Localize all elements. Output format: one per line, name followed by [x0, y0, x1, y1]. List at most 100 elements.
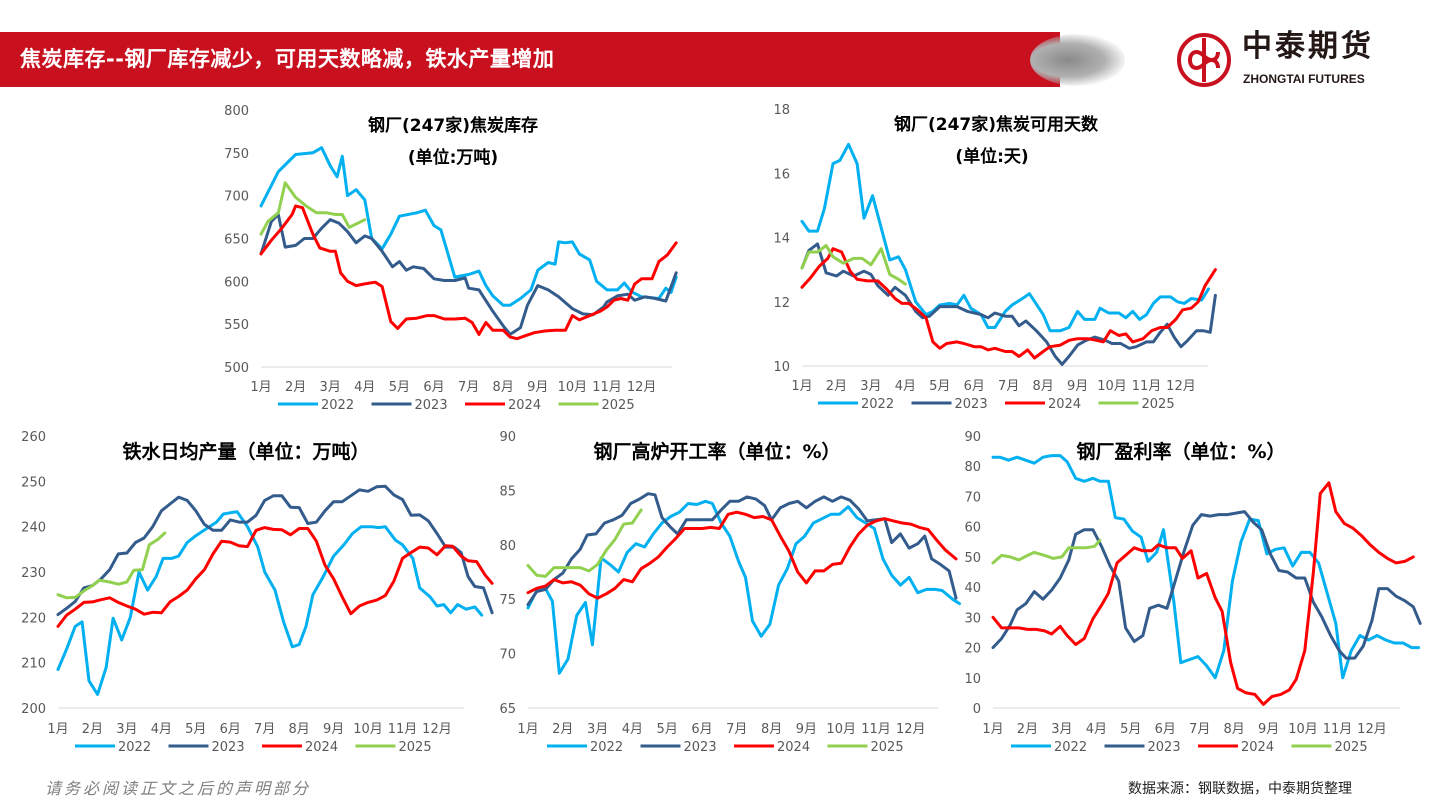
chart-4-x-tick-label: 12月	[896, 722, 926, 737]
chart-5-y-tick-label: 40	[964, 581, 981, 596]
chart-3-series-2022-line	[56, 510, 484, 696]
chart-5-series-2024-line	[991, 481, 1415, 706]
chart-1-x-tick-label: 6月	[423, 380, 444, 395]
chart-5-legend-label-2022: 2022	[1054, 740, 1087, 755]
chart-5-y-tick-label: 80	[964, 460, 981, 475]
chart-4-x-tick-label: 2月	[552, 722, 573, 737]
chart-5-y-tick-label: 90	[964, 430, 981, 445]
chart-1-y-tick-label: 650	[224, 233, 249, 248]
chart-1-x-tick-label: 3月	[320, 380, 341, 395]
chart-3-x-tick-label: 2月	[82, 722, 103, 737]
chart-1-x-tick-label: 10月	[558, 380, 588, 395]
chart-5-x-tick-label: 3月	[1051, 722, 1072, 737]
chart-2-subtitle: (单位:天)	[955, 147, 1029, 167]
chart-1-x-tick-label: 1月	[250, 380, 271, 395]
chart-2-y-tick-label: 12	[773, 296, 790, 311]
chart-5-x-tick-label: 4月	[1086, 722, 1107, 737]
chart-3-series-2023-line	[56, 484, 494, 617]
chart-2-x-tick-label: 2月	[826, 379, 847, 394]
chart-4-x-tick-label: 9月	[796, 722, 817, 737]
chart-1-y-tick-label: 750	[224, 147, 249, 162]
chart-1-x-tick-label: 12月	[627, 380, 657, 395]
chart-3-x-tick-label: 12月	[422, 722, 452, 737]
chart-3-x-tick-label: 5月	[185, 722, 206, 737]
chart-2-x-tick-label: 1月	[791, 379, 812, 394]
chart-4-y-tick-label: 80	[499, 539, 516, 554]
chart-2-legend-label-2023: 2023	[955, 397, 988, 412]
chart-2-series-2024-line	[800, 247, 1217, 360]
chart-4-x-tick-label: 8月	[761, 722, 782, 737]
chart-3-series-2025-line	[56, 531, 167, 600]
chart-5-x-tick-label: 8月	[1224, 722, 1245, 737]
chart-5-y-tick-label: 10	[964, 672, 981, 687]
chart-4-x-tick-label: 10月	[826, 722, 856, 737]
chart-1-series-2025-line	[259, 181, 367, 236]
chart-2-y-tick-label: 18	[773, 103, 790, 118]
chart-4-series-2025-line	[526, 508, 643, 578]
chart-2-y-tick-label: 16	[773, 167, 790, 182]
disclaimer-text: 请务必阅读正文之后的声明部分	[45, 779, 312, 798]
chart-5-x-tick-label: 7月	[1189, 722, 1210, 737]
chart-2-series-2025-line	[800, 244, 907, 286]
chart-5-series-2023-line	[991, 510, 1422, 660]
chart-2-series-2022-line	[800, 142, 1210, 333]
chart-2-x-tick-label: 4月	[895, 379, 916, 394]
chart-5-y-tick-label: 0	[973, 702, 981, 717]
chart-3-x-tick-label: 8月	[289, 722, 310, 737]
chart-4-x-tick-label: 4月	[622, 722, 643, 737]
chart-4-series-2024-line	[526, 510, 958, 600]
chart-4-legend-label-2023: 2023	[684, 740, 717, 755]
header-shadow	[1030, 34, 1125, 86]
page-title: 焦炭库存--钢厂库存减少，可用天数略减，铁水产量增加	[20, 47, 555, 71]
header-bar	[0, 32, 1060, 87]
chart-3-x-tick-label: 1月	[47, 722, 68, 737]
chart-3-x-tick-label: 11月	[388, 722, 418, 737]
chart-5-x-tick-label: 6月	[1155, 722, 1176, 737]
chart-2-title: 钢厂(247家)焦炭可用天数	[893, 115, 1099, 135]
chart-1-series-2024-line	[259, 204, 678, 341]
chart-2-x-tick-label: 10月	[1097, 379, 1127, 394]
chart-4-legend-label-2022: 2022	[590, 740, 623, 755]
chart-1-legend-label-2025: 2025	[602, 398, 635, 413]
chart-4-legend-label-2025: 2025	[871, 740, 904, 755]
chart-2-x-tick-label: 11月	[1132, 379, 1162, 394]
chart-1-x-tick-label: 8月	[493, 380, 514, 395]
chart-2-x-tick-label: 6月	[964, 379, 985, 394]
chart-5-x-tick-label: 11月	[1323, 722, 1353, 737]
chart-4-x-tick-label: 11月	[861, 722, 891, 737]
chart-2-x-tick-label: 3月	[860, 379, 881, 394]
chart-5-x-tick-label: 9月	[1258, 722, 1279, 737]
chart-2-x-tick-label: 7月	[998, 379, 1019, 394]
chart-3-legend-label-2025: 2025	[399, 740, 432, 755]
chart-5-y-tick-label: 50	[964, 551, 981, 566]
chart-4-x-tick-label: 7月	[726, 722, 747, 737]
chart-5-legend-label-2025: 2025	[1335, 740, 1368, 755]
chart-3-series-2024-line	[56, 526, 494, 628]
chart-2-legend-label-2024: 2024	[1048, 397, 1081, 412]
chart-1-title: 钢厂(247家)焦炭库存	[367, 116, 539, 136]
chart-2-x-tick-label: 9月	[1067, 379, 1088, 394]
chart-3-x-tick-label: 3月	[116, 722, 137, 737]
chart-1-subtitle: (单位:万吨)	[407, 148, 499, 168]
chart-3-y-tick-label: 230	[21, 566, 46, 581]
logo-text-cn: 中泰期货	[1242, 29, 1374, 64]
chart-1-y-tick-label: 550	[224, 318, 249, 333]
chart-4-series-2023-line	[526, 492, 958, 607]
chart-1-x-tick-label: 4月	[354, 380, 375, 395]
chart-2-x-tick-label: 5月	[929, 379, 950, 394]
chart-5-x-tick-label: 12月	[1357, 722, 1387, 737]
chart-4-x-tick-label: 5月	[657, 722, 678, 737]
chart-1-y-tick-label: 600	[224, 275, 249, 290]
chart-3-x-tick-label: 7月	[254, 722, 275, 737]
chart-4-series-2022-line	[526, 499, 961, 675]
chart-3-y-tick-label: 250	[21, 475, 46, 490]
chart-2-legend-label-2025: 2025	[1142, 397, 1175, 412]
chart-1-y-tick-label: 800	[224, 104, 249, 119]
chart-3-x-tick-label: 10月	[353, 722, 383, 737]
chart-4-x-tick-label: 6月	[691, 722, 712, 737]
chart-5-x-tick-label: 10月	[1288, 722, 1318, 737]
chart-1-series-2022-line	[259, 146, 678, 307]
chart-5-legend-label-2023: 2023	[1148, 740, 1181, 755]
chart-3-x-tick-label: 6月	[220, 722, 241, 737]
